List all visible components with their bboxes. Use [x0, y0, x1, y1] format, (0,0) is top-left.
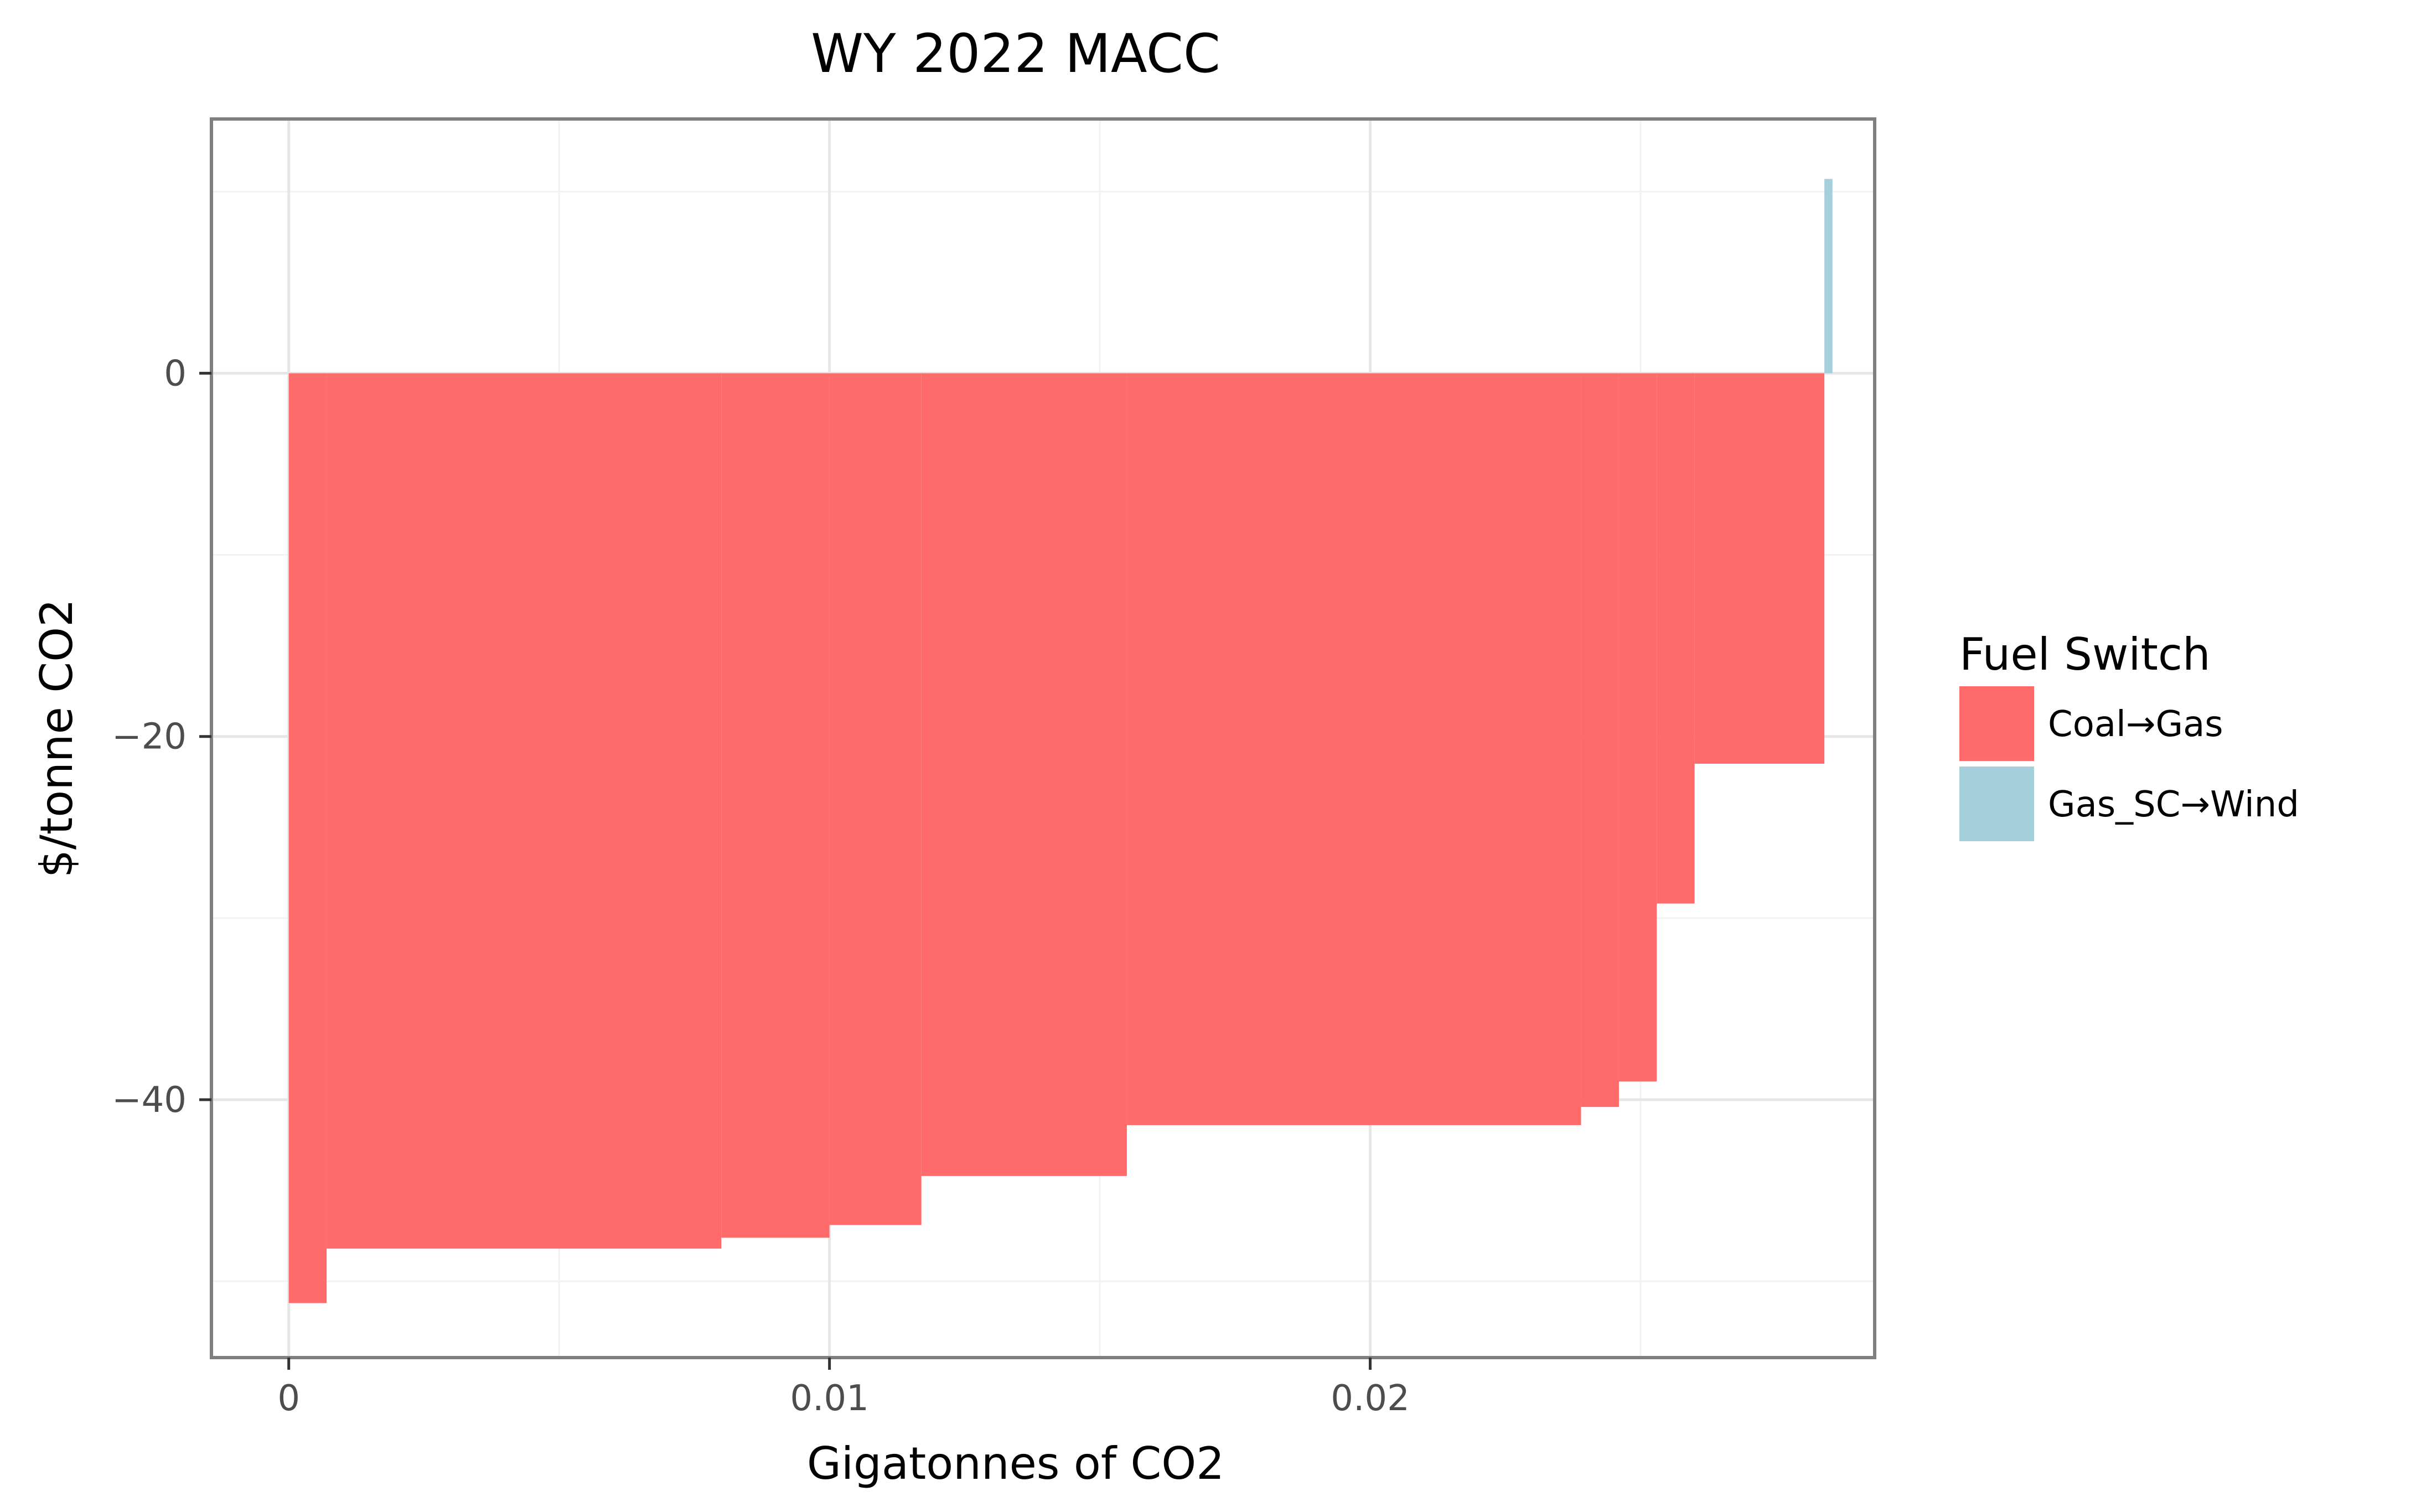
- macc-bar: [288, 373, 327, 1303]
- x-tick-label: 0.02: [1331, 1378, 1410, 1419]
- macc-bar: [721, 373, 830, 1238]
- x-axis-title: Gigatonnes of CO2: [807, 1438, 1224, 1489]
- macc-bar: [1126, 373, 1581, 1125]
- macc-bar: [1581, 373, 1619, 1107]
- plot-border: [210, 117, 1876, 1359]
- legend-entries: Coal→Gas Gas_SC→Wind: [1959, 686, 2299, 841]
- y-tick-label: 0: [164, 353, 187, 394]
- legend-title: Fuel Switch: [1959, 629, 2211, 680]
- y-axis: 0 −20 −40: [112, 353, 211, 1121]
- macc-bar: [1618, 373, 1657, 1082]
- macc-bar: [1824, 179, 1833, 374]
- chart-title: WY 2022 MACC: [811, 23, 1220, 85]
- legend-swatch: [1959, 767, 2034, 841]
- bars-layer: [288, 179, 1833, 1303]
- macc-bar: [829, 373, 922, 1225]
- macc-bar: [327, 373, 722, 1249]
- legend-label: Coal→Gas: [2048, 704, 2223, 745]
- macc-bar: [1657, 373, 1695, 904]
- legend-swatch: [1959, 686, 2034, 761]
- macc-bar: [1694, 373, 1825, 764]
- legend: Fuel Switch Coal→Gas Gas_SC→Wind: [1959, 629, 2299, 841]
- macc-bar: [921, 373, 1127, 1176]
- x-tick-label: 0: [277, 1378, 300, 1419]
- y-tick-label: −40: [112, 1080, 187, 1121]
- x-tick-label: 0.01: [790, 1378, 869, 1419]
- y-tick-label: −20: [112, 717, 187, 758]
- y-axis-title: $/tonne CO2: [31, 599, 82, 878]
- legend-label: Gas_SC→Wind: [2048, 784, 2299, 825]
- x-axis: 0 0.01 0.02: [277, 1358, 1410, 1419]
